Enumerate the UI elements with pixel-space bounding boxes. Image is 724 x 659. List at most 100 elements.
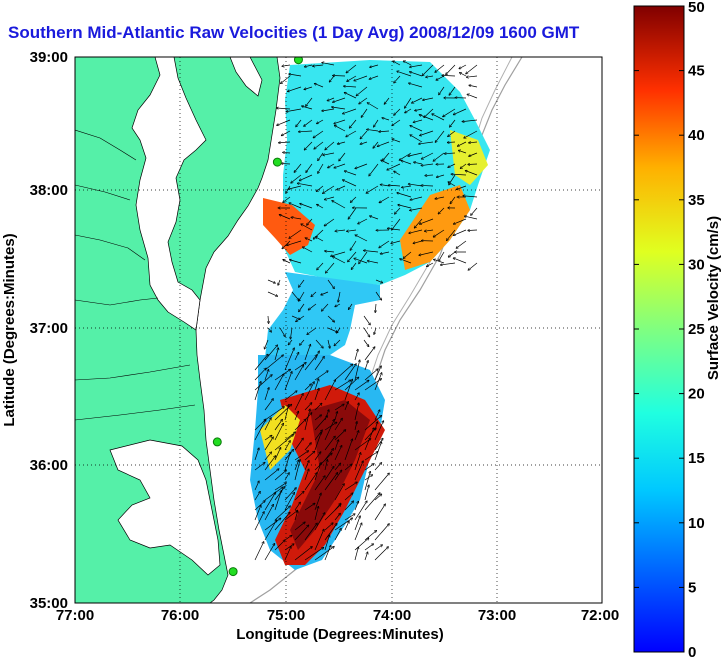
velocity-arrow (300, 204, 313, 209)
velocity-arrow (392, 119, 401, 126)
velocity-arrow (284, 441, 290, 451)
velocity-arrow (354, 380, 369, 391)
velocity-arrow (281, 75, 291, 83)
velocity-arrow (264, 505, 273, 521)
velocity-arrow (315, 84, 324, 88)
velocity-arrow (315, 339, 323, 348)
velocity-arrow (467, 76, 478, 77)
velocity-arrow (364, 250, 379, 253)
velocity-arrow (279, 142, 291, 143)
velocity-arrow (284, 535, 292, 541)
velocity-arrow (274, 420, 282, 431)
colorbar-tick-label: 0 (688, 644, 696, 659)
lon-tick: 77:00 (56, 607, 94, 624)
velocity-arrow (439, 86, 445, 95)
velocity-arrow (379, 131, 390, 132)
velocity-arrow (374, 439, 383, 451)
velocity-arrow (467, 94, 478, 99)
velocity-arrow (254, 420, 266, 441)
velocity-arrow (414, 218, 423, 228)
velocity-arrow (294, 163, 302, 172)
velocity-arrow (334, 419, 342, 431)
velocity-arrow (294, 419, 306, 431)
velocity-arrow (347, 230, 357, 231)
velocity-arrow (367, 129, 379, 132)
velocity-arrow (324, 524, 337, 541)
velocity-arrow (399, 152, 412, 160)
velocity-arrow (254, 462, 265, 471)
velocity-arrow (349, 119, 357, 128)
velocity-arrow (291, 174, 302, 183)
velocity-arrow (394, 171, 401, 176)
velocity-arrow (314, 388, 319, 401)
velocity-arrow (333, 97, 346, 102)
velocity-arrow (409, 229, 423, 233)
velocity-arrow (327, 315, 334, 322)
velocity-arrow (344, 402, 348, 411)
velocity-arrow (291, 315, 300, 319)
velocity-arrow (314, 379, 319, 391)
colorbar-tick-label: 40 (688, 127, 705, 144)
velocity-arrow (304, 345, 310, 361)
velocity-arrow (337, 327, 341, 333)
velocity-arrow (334, 513, 340, 521)
velocity-arrow (443, 108, 456, 117)
velocity-arrow (284, 473, 289, 481)
velocity-arrow (284, 432, 295, 441)
map-plot-area (75, 57, 602, 603)
velocity-arrow (375, 303, 376, 312)
velocity-arrow (410, 126, 423, 132)
velocity-arrow (274, 483, 286, 491)
velocity-arrow (335, 125, 346, 132)
velocity-arrow (332, 201, 346, 209)
velocity-arrow (364, 347, 375, 361)
velocity-arrow (374, 327, 377, 334)
velocity-arrow (364, 552, 368, 561)
velocity-arrow (344, 501, 353, 511)
velocity-arrow (334, 412, 337, 421)
velocity-arrow (354, 403, 359, 421)
velocity-arrow (294, 547, 312, 561)
velocity-arrow (332, 107, 346, 110)
velocity-arrow (334, 404, 344, 411)
velocity-arrow (303, 247, 313, 253)
velocity-arrow (344, 379, 352, 401)
velocity-arrow (358, 218, 368, 224)
velocity-arrow (344, 482, 357, 491)
velocity-arrow (254, 448, 259, 461)
velocity-arrow (374, 463, 382, 471)
velocity-arrow (306, 97, 313, 106)
velocity-arrow (391, 240, 401, 243)
velocity-arrow (314, 432, 321, 451)
velocity-arrow (288, 339, 293, 345)
velocity-arrow (313, 130, 324, 138)
velocity-arrow (325, 251, 335, 252)
velocity-arrow (264, 370, 268, 381)
velocity-arrow (264, 388, 269, 401)
y-axis-label: Latitude (Degrees:Minutes) (1, 233, 18, 426)
velocity-arrow (445, 153, 456, 154)
velocity-arrow (289, 229, 302, 238)
velocity-arrow (301, 224, 313, 231)
velocity-arrow (267, 279, 275, 283)
colorbar-tick-label: 50 (688, 0, 705, 16)
velocity-arrow (264, 520, 277, 541)
velocity-arrow (389, 185, 401, 186)
velocity-arrow (412, 97, 423, 103)
velocity-arrow (274, 487, 285, 501)
velocity-arrow (264, 399, 273, 411)
velocity-arrow (420, 218, 434, 224)
velocity-arrow (344, 377, 358, 391)
velocity-arrow (450, 119, 456, 127)
velocity-arrow (450, 196, 456, 203)
velocity-arrow (254, 481, 259, 491)
velocity-arrow (304, 86, 313, 89)
velocity-arrow (326, 262, 335, 273)
colorbar-tick-label: 15 (688, 450, 705, 467)
velocity-arrow (448, 163, 456, 167)
velocity-arrow (294, 365, 304, 381)
velocity-arrow (264, 456, 276, 471)
velocity-arrow (264, 355, 283, 371)
velocity-arrow (364, 493, 380, 511)
velocity-arrow (324, 449, 333, 461)
